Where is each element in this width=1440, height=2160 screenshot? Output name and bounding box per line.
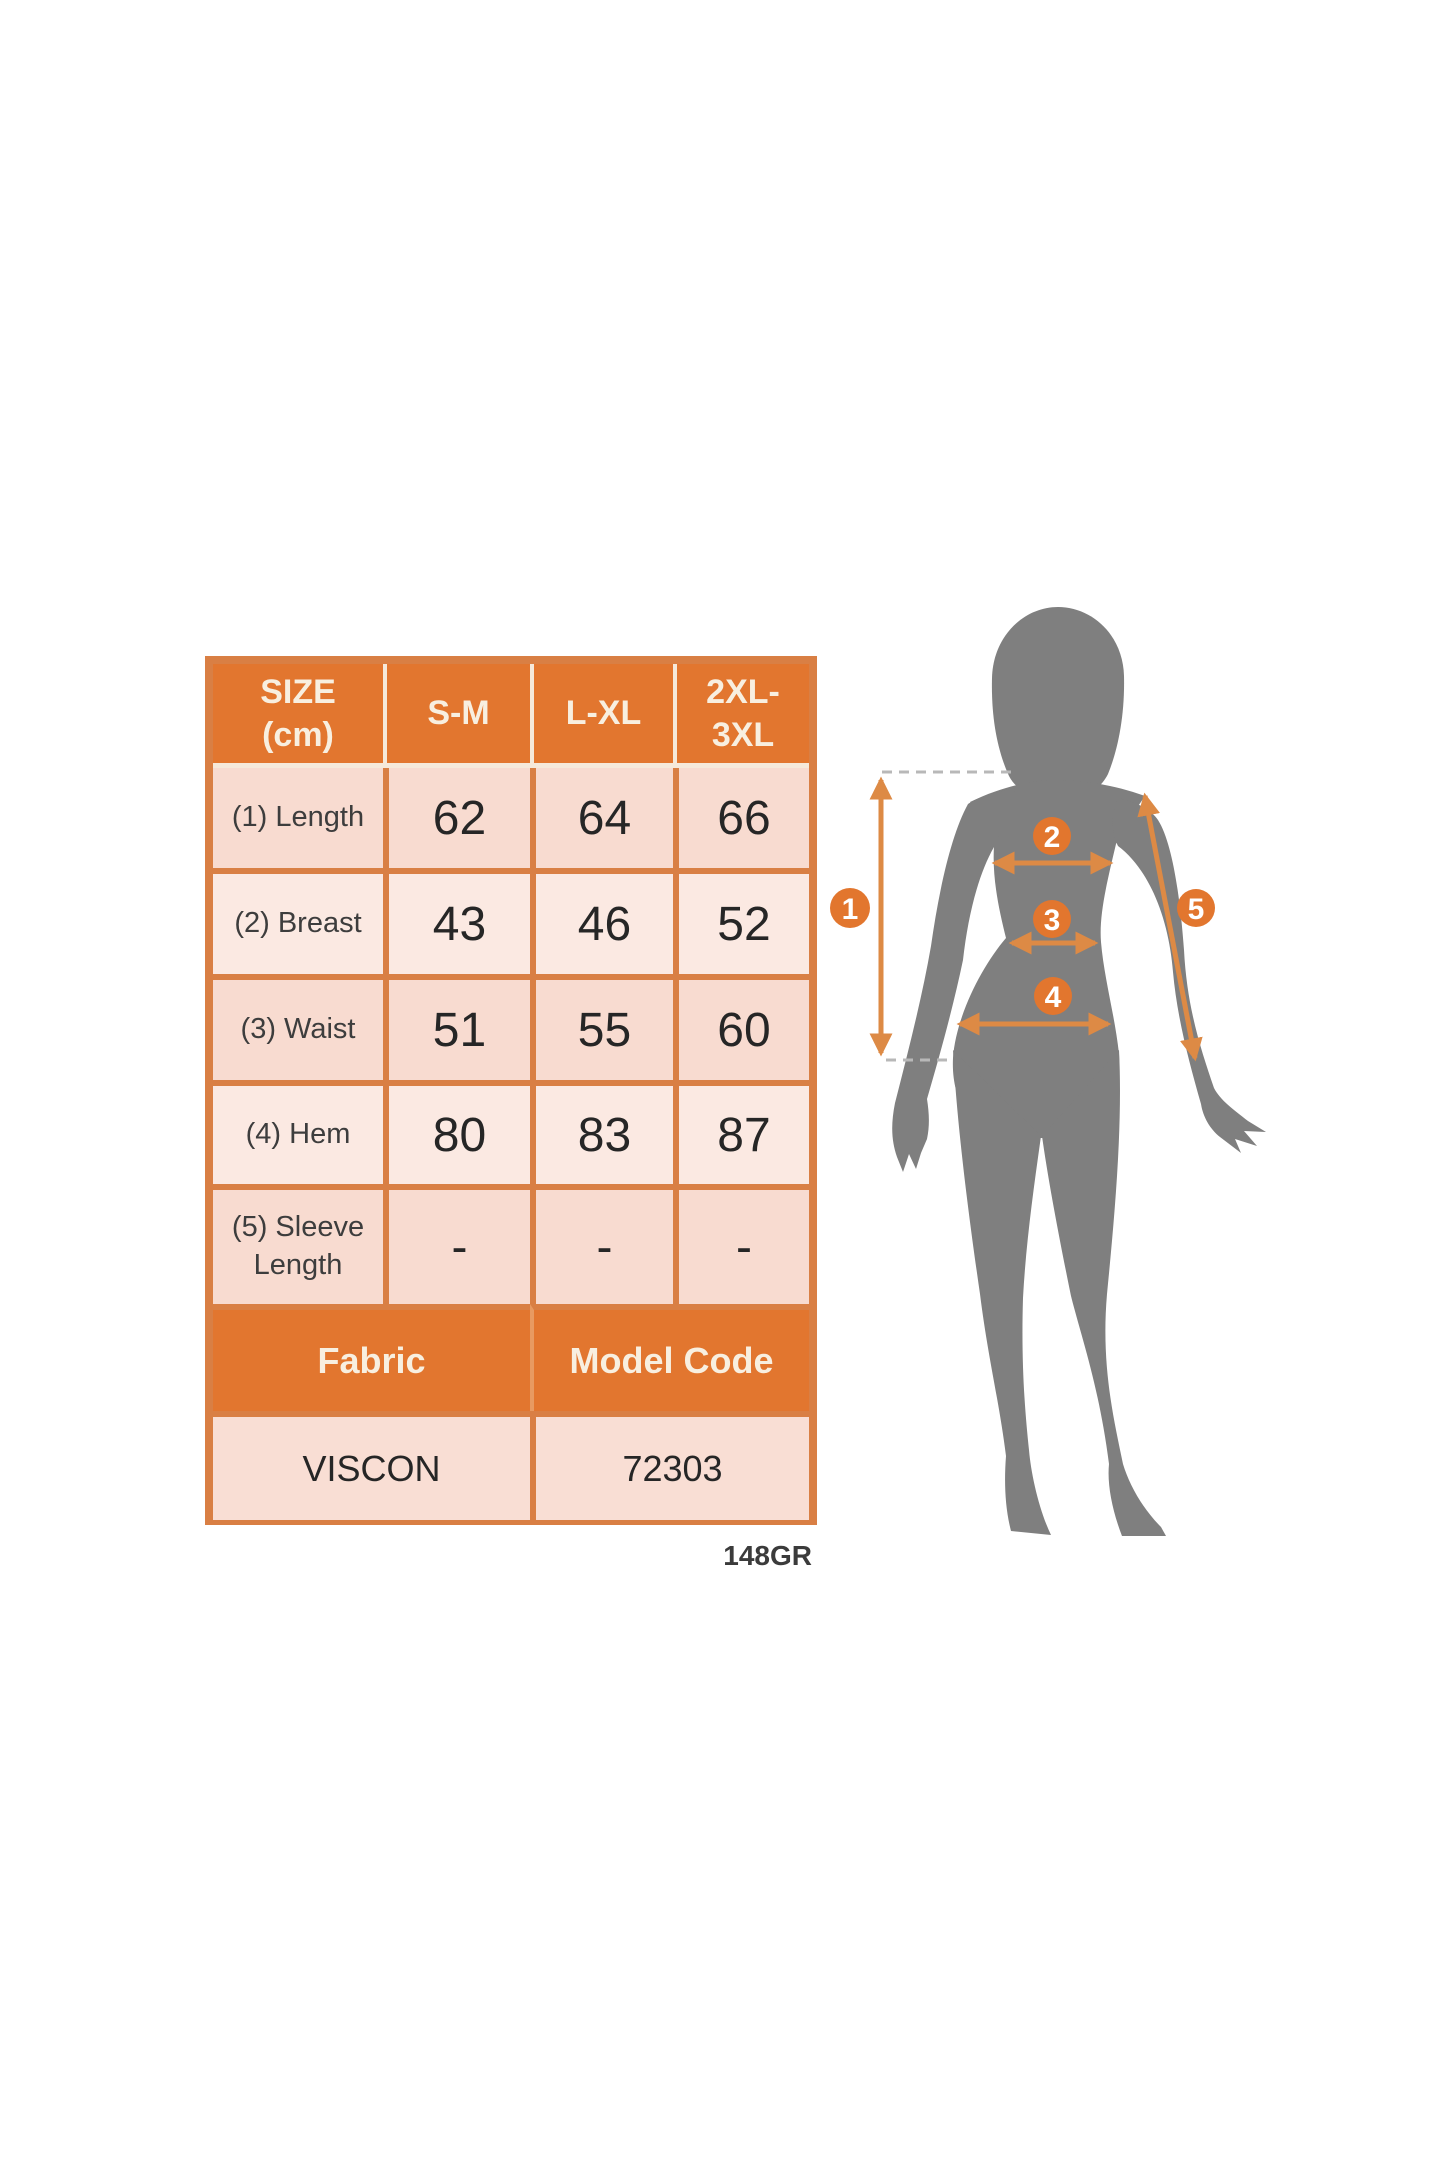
- header-size-cm: SIZE (cm): [213, 664, 383, 768]
- weight-note: 148GR: [723, 1540, 812, 1571]
- measurement-figure: 1 2 3 4 5: [830, 607, 1266, 1536]
- badge-4-circle: [1034, 977, 1072, 1015]
- measurement-badges: 1 2 3 4 5: [830, 817, 1215, 1015]
- value-cell: 60: [673, 974, 809, 1080]
- model-code-header: Model Code: [530, 1304, 809, 1411]
- fabric-header: Fabric: [213, 1304, 530, 1411]
- badge-3-number: 3: [1044, 904, 1061, 937]
- value-cell: 51: [383, 974, 530, 1080]
- row-label-breast: (2) Breast: [213, 868, 383, 974]
- table-row: (2) Breast 43 46 52: [213, 868, 809, 974]
- badge-1-circle: [830, 888, 870, 928]
- table-row: (4) Hem 80 83 87: [213, 1080, 809, 1184]
- badge-5-circle: [1177, 889, 1215, 927]
- value-cell: 66: [673, 768, 809, 868]
- table-row: (5) Sleeve Length - - -: [213, 1184, 809, 1304]
- value-cell: -: [530, 1184, 673, 1304]
- value-cell: 46: [530, 868, 673, 974]
- value-cell: 55: [530, 974, 673, 1080]
- value-cell: 83: [530, 1080, 673, 1184]
- value-cell: 52: [673, 868, 809, 974]
- value-cell: 43: [383, 868, 530, 974]
- row-label-sleeve-length: (5) Sleeve Length: [213, 1184, 383, 1304]
- value-cell: 64: [530, 768, 673, 868]
- woman-silhouette-graphic: [892, 607, 1266, 1536]
- value-cell: -: [383, 1184, 530, 1304]
- info-value-row: VISCON 72303: [213, 1411, 809, 1520]
- table-row: (1) Length 62 64 66: [213, 768, 809, 868]
- header-size-2xl3xl: 2XL- 3XL: [673, 664, 809, 768]
- badge-5-number: 5: [1188, 893, 1205, 926]
- badge-2-circle: [1033, 817, 1071, 855]
- badge-2-number: 2: [1044, 821, 1061, 854]
- info-header-row: Fabric Model Code: [213, 1304, 809, 1411]
- measurement-arrows: [869, 776, 1203, 1062]
- size-table: SIZE (cm) S-M L-XL 2XL- 3XL (1) Length 6…: [205, 656, 817, 1525]
- header-size-lxl: L-XL: [530, 664, 673, 768]
- sleeve-arrow-5: [1137, 792, 1203, 1062]
- value-cell: 87: [673, 1080, 809, 1184]
- table-row: (3) Waist 51 55 60: [213, 974, 809, 1080]
- value-cell: 62: [383, 768, 530, 868]
- value-cell: -: [673, 1184, 809, 1304]
- header-size-sm: S-M: [383, 664, 530, 768]
- badge-3-circle: [1033, 900, 1071, 938]
- badge-4-number: 4: [1045, 981, 1062, 1014]
- badge-1-number: 1: [842, 893, 859, 926]
- row-label-length: (1) Length: [213, 768, 383, 868]
- model-code-value: 72303: [530, 1411, 809, 1520]
- fabric-value: VISCON: [213, 1411, 530, 1520]
- value-cell: 80: [383, 1080, 530, 1184]
- row-label-waist: (3) Waist: [213, 974, 383, 1080]
- table-header-row: SIZE (cm) S-M L-XL 2XL- 3XL: [213, 664, 809, 768]
- row-label-hem: (4) Hem: [213, 1080, 383, 1184]
